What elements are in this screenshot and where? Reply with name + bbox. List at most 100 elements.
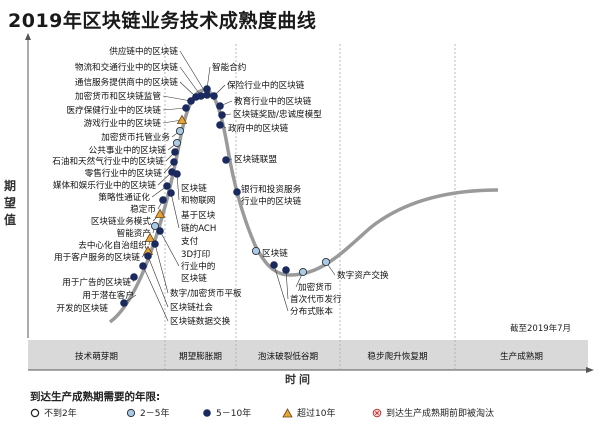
marker-5to10	[216, 121, 224, 129]
legend-title: 到达生产成熟期需要的年限:	[30, 391, 161, 403]
marker-2to5	[298, 267, 308, 277]
y-axis-label: 期望值	[4, 179, 17, 227]
phase-label: 生产成熟期	[500, 350, 543, 362]
technology-label: 教育行业中的区块链	[234, 95, 312, 107]
leader-line	[273, 264, 289, 312]
technology-label: 链的ACH	[181, 222, 216, 234]
technology-label: 政府中的区块链	[228, 122, 289, 134]
marker-2to5	[321, 257, 331, 267]
marker-5to10	[130, 273, 138, 281]
marker-5to10	[163, 182, 171, 190]
technology-label: 开发的区块链	[56, 302, 108, 314]
marker-5to10	[139, 262, 147, 270]
legend-item-obsolete: 到达生产成熟期前即被淘汰	[372, 406, 494, 419]
technology-label: 通信服务提供商中的区块链	[75, 76, 179, 88]
technology-label: 首次代币发行	[290, 293, 342, 305]
legend-item-5to10: 5－10年	[202, 406, 251, 419]
as-of-date: 截至2019年7月	[510, 324, 572, 334]
hollow-circle-icon	[30, 408, 40, 417]
technology-label: 媒体和娱乐行业中的区块链	[53, 179, 157, 191]
marker-5to10	[151, 240, 159, 248]
phase-label: 稳步爬升恢复期	[367, 350, 427, 362]
technology-label: 用于广告的区块链	[62, 276, 131, 288]
technology-label: 去中心化自治组织	[78, 239, 147, 251]
technology-label: 智能合约	[212, 61, 246, 73]
technology-label: 区块链	[181, 272, 207, 284]
technology-label: 策略性通证化	[98, 191, 150, 203]
marker-gt10	[144, 232, 156, 242]
marker-5to10	[233, 188, 241, 196]
marker-5to10	[182, 104, 190, 112]
leader-line	[179, 66, 202, 97]
technology-label: 智能资产	[117, 227, 151, 239]
y-axis-arrow	[25, 33, 31, 40]
technology-label: 区块链联盟	[234, 153, 277, 165]
marker-2to5	[251, 246, 261, 256]
marker-5to10	[187, 97, 195, 105]
leader-line	[159, 230, 180, 267]
technology-label: 基于区块	[181, 209, 216, 221]
technology-label: 石油和天然气行业中的区块链	[52, 155, 164, 167]
technology-label: 区块链	[181, 182, 207, 194]
marker-5to10	[270, 261, 278, 269]
phase-label: 技术萌芽期	[75, 350, 118, 362]
marker-5to10	[120, 299, 128, 307]
technology-label: 银行和投资服务	[241, 183, 302, 195]
technology-label: 区块链社会	[170, 301, 213, 313]
leader-line	[285, 269, 289, 300]
marker-2to5	[150, 221, 160, 231]
x-axis-label: 时间	[285, 373, 313, 386]
technology-label: 公共事业中的区块链	[89, 144, 167, 156]
leader-line	[147, 255, 169, 308]
leader-line	[162, 95, 192, 102]
obsolete-x-circle-icon	[372, 408, 382, 417]
marker-5to10	[216, 102, 224, 110]
technology-label: 用于潜在客户	[82, 289, 134, 301]
orange-triangle-icon	[282, 407, 293, 417]
chart-title: 2019年区块链业务技术成熟度曲线	[8, 10, 317, 32]
marker-5to10	[222, 156, 230, 164]
technology-label: 加密货币	[298, 281, 332, 293]
marker-5to10	[210, 92, 218, 100]
phase-band: 技术萌芽期 期望膨胀期 泡沫破裂低谷期 稳步爬升恢复期 生产成熟期	[28, 340, 588, 370]
technology-label: 用于客户服务的区块链	[54, 251, 140, 263]
phase-label: 泡沫破裂低谷期	[258, 350, 318, 362]
technology-label: 物流和交通行业中的区块链	[75, 61, 179, 73]
technology-label: 区块链	[262, 247, 288, 259]
technology-label: 供应链中的区块链	[109, 45, 178, 57]
technology-label: 加密货币和区块链监管	[75, 90, 161, 102]
technology-label: 医疗保健行业中的区块链	[66, 104, 161, 116]
technology-markers	[120, 85, 331, 307]
technology-label: 区块链数据交换	[170, 315, 231, 327]
marker-5to10	[173, 170, 181, 178]
technology-label: 游戏行业中的区块链	[84, 117, 162, 129]
technology-label: 加密货币托管业务	[101, 131, 170, 143]
marker-2to5	[175, 126, 185, 136]
legend-item-lt2: 不到2年	[30, 406, 77, 419]
leader-line	[154, 243, 169, 294]
legend-item-2to5: 2－5年	[126, 406, 169, 419]
leader-line	[176, 173, 180, 201]
leader-line	[170, 192, 180, 229]
technology-label: 保险行业中的区块链	[227, 79, 305, 91]
technology-label: 支付	[181, 235, 199, 247]
phase-band-bg	[28, 340, 588, 370]
marker-5to10	[159, 196, 167, 204]
marker-5to10	[171, 148, 179, 156]
phase-label: 期望膨胀期	[179, 350, 222, 362]
technology-label: 分布式账本	[290, 305, 333, 317]
marker-5to10	[170, 158, 178, 166]
technology-labels: 供应链中的区块链物流和交通行业中的区块链通信服务提供商中的区块链加密货币和区块链…	[52, 45, 389, 327]
technology-label: 区块链奖励/忠诚度模型	[233, 108, 322, 120]
marker-5to10	[282, 266, 290, 274]
technology-label: 数字资产交换	[337, 269, 389, 281]
x-axis-arrow	[586, 367, 594, 373]
light-blue-circle-icon	[126, 408, 136, 417]
marker-5to10	[203, 91, 211, 99]
technology-label: 稳定币	[130, 203, 156, 215]
marker-gt10	[176, 114, 188, 124]
technology-label: 行业中的区块链	[241, 195, 302, 207]
leader-line	[179, 50, 208, 96]
technology-label: 3D打印	[181, 248, 210, 260]
